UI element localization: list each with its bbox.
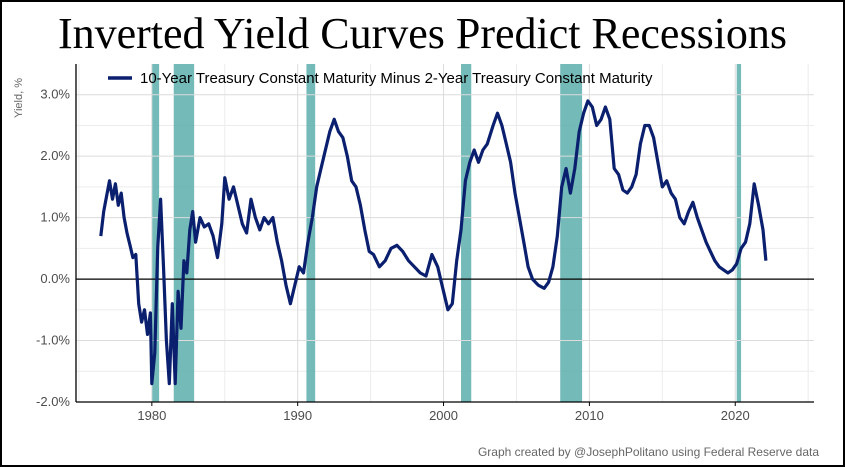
recession-bands: [151, 64, 742, 402]
minor-gridlines: [76, 64, 814, 402]
y-tick-labels: -2.0% -1.0% 0.0% 1.0% 2.0% 3.0%: [36, 87, 70, 409]
y-axis-label: Yield, %: [13, 78, 25, 118]
spread-series-line: [99, 99, 768, 386]
recession-band: [461, 64, 472, 402]
page-title: Inverted Yield Curves Predict Recessions: [57, 9, 788, 58]
y-tick-label: 1.0%: [40, 210, 70, 225]
recession-band: [151, 64, 160, 402]
x-tick-label: 2020: [721, 408, 750, 423]
recession-band: [736, 64, 742, 402]
x-tick-label: 1980: [137, 408, 166, 423]
x-tick-label: 1990: [283, 408, 312, 423]
chart-credit: Graph created by @JosephPolitano using F…: [477, 445, 819, 459]
recession-band: [560, 64, 583, 402]
legend: 10-Year Treasury Constant Maturity Minus…: [108, 70, 653, 87]
legend-label: 10-Year Treasury Constant Maturity Minus…: [140, 70, 653, 87]
y-tick-label: -1.0%: [36, 333, 70, 348]
y-tick-label: 2.0%: [40, 148, 70, 163]
y-tick-label: -2.0%: [36, 394, 70, 409]
x-tick-labels: 1980 1990 2000 2010 2020: [137, 402, 750, 423]
y-tick-label: 3.0%: [40, 87, 70, 102]
x-tick-label: 2000: [429, 408, 458, 423]
y-tick-label: 0.0%: [40, 271, 70, 286]
x-tick-label: 2010: [575, 408, 604, 423]
